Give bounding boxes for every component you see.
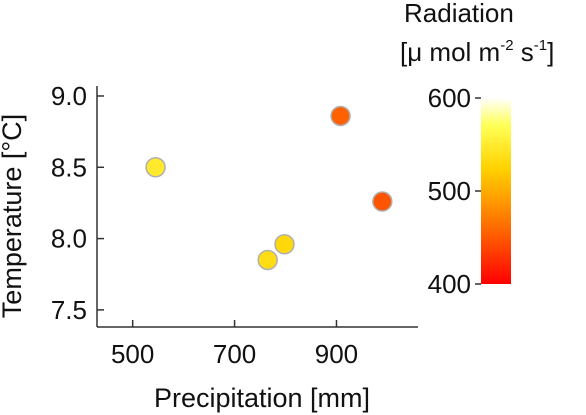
- colorbar-tick-label: 600: [428, 83, 471, 113]
- data-point: [274, 234, 295, 255]
- colorbar-title-base: [μ mol m: [400, 37, 500, 67]
- colorbar-title-line2: [μ mol m-2 s-1]: [400, 37, 554, 67]
- data-point: [330, 105, 351, 127]
- y-ticks: 7.5 8.0 8.5 9.0: [51, 81, 104, 325]
- data-points: [145, 105, 393, 271]
- y-tick-label: 9.0: [51, 81, 87, 111]
- axes: [96, 86, 418, 328]
- colorbar-title-exp2: -1: [534, 37, 547, 54]
- y-tick-label: 7.5: [51, 295, 87, 325]
- colorbar-title-line1: Radiation: [404, 0, 514, 28]
- x-tick-label: 700: [213, 339, 256, 369]
- colorbar-title-mid: s: [514, 37, 534, 67]
- colorbar-gradient: [481, 98, 511, 284]
- colorbar-tick-label: 500: [428, 176, 471, 206]
- x-tick-label: 900: [315, 339, 358, 369]
- x-ticks: 500 700 900: [111, 320, 358, 369]
- data-point: [257, 249, 278, 271]
- colorbar-tick-label: 400: [428, 269, 471, 299]
- x-axis-label: Precipitation [mm]: [154, 383, 370, 413]
- colorbar-title-end: ]: [547, 37, 554, 67]
- data-point: [145, 157, 166, 178]
- y-tick-label: 8.5: [51, 152, 87, 182]
- colorbar: Radiation [μ mol m-2 s-1] 400 500 600: [400, 0, 554, 299]
- colorbar-title-exp1: -2: [500, 37, 513, 54]
- y-axis-label: Temperature [°C]: [0, 114, 27, 318]
- data-point: [372, 191, 393, 212]
- colorbar-ticks: 400 500 600: [428, 83, 481, 299]
- x-tick-label: 500: [111, 339, 154, 369]
- y-tick-label: 8.0: [51, 224, 87, 254]
